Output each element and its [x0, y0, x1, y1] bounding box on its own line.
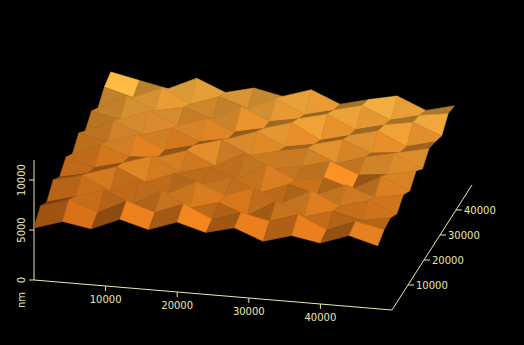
surface-cell [372, 131, 407, 153]
surface-cell [407, 122, 442, 146]
surface-cell [263, 215, 298, 242]
surface-cell [130, 135, 165, 157]
x-tick-label: 20000 [161, 300, 193, 311]
surface-cell [120, 201, 155, 229]
surface-cell [419, 106, 454, 116]
y-tick [424, 260, 430, 261]
z-tick-label: 10000 [16, 164, 27, 196]
x-tick [105, 286, 106, 291]
z-tick [29, 230, 34, 231]
z-tick [29, 280, 34, 281]
surface [34, 72, 454, 246]
surface-cell [206, 213, 241, 233]
y-tick-label: 40000 [464, 205, 496, 216]
surface-cell [362, 200, 397, 220]
surface-cell [177, 204, 212, 232]
surface-cell [349, 221, 384, 245]
x-tick-label: 30000 [233, 306, 265, 317]
chart-root: 10000 20000 30000 40000 10000 20000 30000 40000… [0, 0, 524, 345]
y-axis-line [392, 185, 472, 310]
z-tick-label: 5000 [16, 217, 27, 242]
x-tick-label: 40000 [304, 312, 336, 323]
axes: 10000 20000 30000 40000 10000 20000 30000 40000… [16, 160, 496, 323]
y-tick [456, 210, 462, 211]
y-tick [440, 235, 446, 236]
surface-cell [91, 201, 126, 229]
surface-cell [63, 199, 98, 228]
x-axis-line [34, 280, 392, 310]
y-tick [408, 285, 414, 286]
y-tick-label: 10000 [416, 280, 448, 291]
x-tick-label: 10000 [90, 294, 122, 305]
surface-cell [387, 153, 422, 174]
x-tick [320, 304, 321, 309]
surface-cell [149, 204, 184, 230]
surface-cell [292, 215, 327, 243]
y-tick-label: 20000 [432, 255, 464, 266]
z-axis-label: nm [16, 292, 27, 308]
y-tick-label: 30000 [448, 230, 480, 241]
surface-cell [375, 176, 410, 197]
surface-cell [34, 199, 69, 228]
x-tick [177, 292, 178, 297]
x-tick [248, 298, 249, 303]
background [0, 0, 524, 345]
z-tick-label: 0 [16, 277, 27, 283]
z-axis-line [34, 160, 35, 280]
z-tick [29, 180, 34, 181]
